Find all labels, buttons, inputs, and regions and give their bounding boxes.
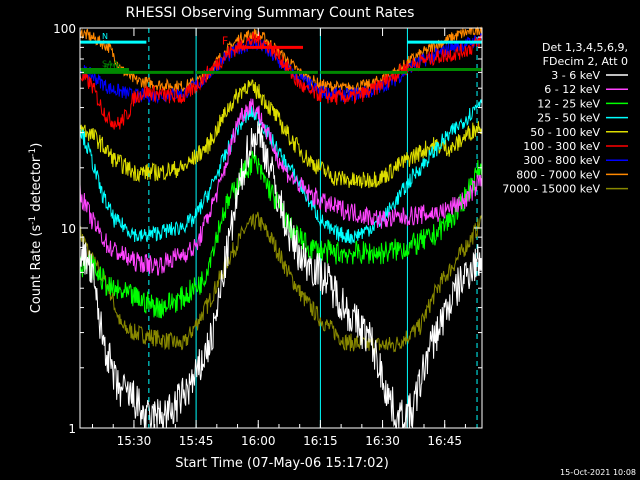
y-axis: 1 10 100 <box>53 22 482 436</box>
chart-title: RHESSI Observing Summary Count Rates <box>126 5 415 21</box>
legend-label-1: 6 - 12 keV <box>544 83 600 96</box>
series-line-1 <box>79 98 482 276</box>
legend: Det 1,3,4,5,6,9, FDecim 2, Att 0 3 - 6 k… <box>502 41 628 196</box>
legend-label-7: 800 - 7000 keV <box>516 168 600 181</box>
x-tick-label-5: 16:45 <box>427 434 462 448</box>
legend-label-3: 25 - 50 keV <box>537 112 600 125</box>
x-tick-label-0: 15:30 <box>117 434 152 448</box>
y-axis-label-exp2: -1 <box>28 148 38 157</box>
flag-label-1: F <box>222 34 228 47</box>
legend-header-detectors: Det 1,3,4,5,6,9, <box>542 41 628 54</box>
x-tick-label-1: 15:45 <box>179 434 214 448</box>
legend-label-2: 12 - 25 keV <box>537 97 600 110</box>
legend-label-4: 50 - 100 keV <box>530 126 600 139</box>
flag-label-0: N <box>102 32 108 41</box>
legend-label-6: 300 - 800 keV <box>523 154 600 167</box>
y-axis-label: Count Rate (s-1 detector-1) <box>28 143 44 314</box>
x-tick-label-3: 16:15 <box>303 434 338 448</box>
series-line-7 <box>79 26 482 94</box>
legend-header-decimation: FDecim 2, Att 0 <box>543 55 628 68</box>
y-axis-label-exp1: -1 <box>28 216 38 225</box>
timestamp: 15-Oct-2021 10:08 <box>560 468 636 477</box>
series-line-4 <box>79 79 482 189</box>
y-tick-label-1: 10 <box>61 222 76 236</box>
y-axis-label-mid: detector <box>29 156 44 216</box>
x-axis: 15:30 15:45 16:00 16:15 16:30 16:45 <box>92 28 466 448</box>
series-line-8 <box>79 211 482 354</box>
y-tick-label-0: 1 <box>68 422 76 436</box>
series-line-0 <box>79 121 482 430</box>
flag-label-3: RD6 <box>104 62 121 71</box>
x-tick-label-4: 16:30 <box>365 434 400 448</box>
legend-label-8: 7000 - 15000 keV <box>502 183 600 196</box>
x-tick-label-2: 16:00 <box>241 434 276 448</box>
series-line-5 <box>79 31 482 130</box>
plot-frame <box>79 27 483 429</box>
legend-label-0: 3 - 6 keV <box>551 69 600 82</box>
y-axis-label-main: Count Rate (s <box>29 225 44 314</box>
y-axis-label-end: ) <box>29 143 44 148</box>
y-tick-label-2: 100 <box>53 22 76 36</box>
x-axis-label: Start Time (07-May-06 15:17:02) <box>175 456 389 471</box>
legend-label-5: 100 - 300 keV <box>523 140 600 153</box>
flag-label-2: SAA <box>102 60 119 69</box>
series-line-3 <box>79 99 482 245</box>
